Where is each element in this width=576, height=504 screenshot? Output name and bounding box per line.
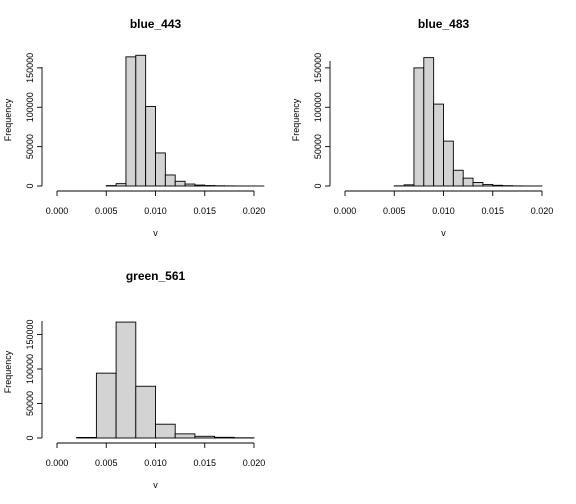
histogram-bar xyxy=(194,184,206,187)
histogram-bar xyxy=(174,433,196,439)
x-tick-label: 0.015 xyxy=(193,458,216,468)
y-tick-label: 50000 xyxy=(25,391,35,416)
histogram-bar xyxy=(145,106,156,187)
x-tick-label: 0.015 xyxy=(193,206,216,216)
histogram-bar xyxy=(194,435,216,439)
x-axis: 0.000 0.005 0.010 0.015 0.020 xyxy=(46,190,266,216)
histogram-bar xyxy=(472,182,484,187)
x-tick-label: 0.000 xyxy=(46,206,69,216)
y-tick-label: 0 xyxy=(313,183,323,188)
x-tick-label: 0.020 xyxy=(243,458,266,468)
x-tick-label: 0.015 xyxy=(481,206,504,216)
histogram-bar xyxy=(492,184,504,187)
histogram-bar xyxy=(443,140,454,187)
y-tick-label: 150000 xyxy=(25,319,35,349)
histogram-bar xyxy=(214,436,235,439)
y-axis-label: Frequency xyxy=(3,98,13,141)
histogram-bar xyxy=(115,183,127,187)
histogram-bar xyxy=(155,423,176,439)
chart-title: green_561 xyxy=(126,269,186,283)
histogram-bar xyxy=(452,169,464,187)
chart-title: blue_483 xyxy=(418,17,470,31)
y-tick-label: 150000 xyxy=(313,53,323,83)
x-tick-label: 0.000 xyxy=(46,458,69,468)
histogram-bar xyxy=(403,184,415,187)
histogram-bar xyxy=(184,183,196,187)
y-tick-label: 50000 xyxy=(313,134,323,159)
y-tick-label: 0 xyxy=(25,435,35,440)
histogram-bar xyxy=(433,103,444,187)
x-axis-label: v xyxy=(441,228,446,238)
y-axis-label: Frequency xyxy=(291,98,301,141)
x-tick-label: 0.005 xyxy=(95,458,118,468)
x-axis: 0.000 0.005 0.010 0.015 0.020 xyxy=(46,442,266,468)
x-tick-label: 0.005 xyxy=(95,206,118,216)
histogram-bar xyxy=(423,57,435,187)
histogram-panel-blue-443: blue_443 0.000 0.005 0.010 0.015 0.020 0 5000… xyxy=(3,17,265,238)
y-tick-label: 150000 xyxy=(25,53,35,83)
histogram-bar xyxy=(115,321,137,439)
x-axis-label: v xyxy=(153,480,158,490)
histogram-bar xyxy=(135,54,147,187)
y-tick-label: 50000 xyxy=(25,134,35,159)
y-axis: 0 50000 100000 150000 xyxy=(313,53,331,189)
y-axis-label: Frequency xyxy=(3,350,13,393)
histogram-bar xyxy=(155,152,166,187)
x-tick-label: 0.020 xyxy=(531,206,554,216)
x-tick-label: 0.020 xyxy=(243,206,266,216)
y-axis: 0 50000 100000 150000 xyxy=(25,319,43,441)
histogram-bars xyxy=(393,57,543,187)
histogram-bar xyxy=(125,56,137,187)
histogram-bar xyxy=(174,180,186,187)
histogram-bar xyxy=(164,174,176,187)
histogram-panel-green-561: green_561 0.000 0.005 0.010 0.015 0.020 0 500… xyxy=(3,269,265,490)
histogram-bar xyxy=(95,372,117,439)
x-axis: 0.000 0.005 0.010 0.015 0.020 xyxy=(334,190,554,216)
x-tick-label: 0.005 xyxy=(383,206,406,216)
x-tick-label: 0.010 xyxy=(432,206,455,216)
y-tick-label: 100000 xyxy=(25,92,35,122)
chart-title: blue_443 xyxy=(130,17,182,31)
histogram-bars xyxy=(105,54,265,187)
histogram-bar xyxy=(482,183,494,187)
x-tick-label: 0.010 xyxy=(144,206,167,216)
x-tick-label: 0.010 xyxy=(144,458,167,468)
x-tick-label: 0.000 xyxy=(334,206,357,216)
histogram-bar xyxy=(462,177,474,187)
x-axis-label: v xyxy=(153,228,158,238)
y-tick-label: 0 xyxy=(25,183,35,188)
histogram-bars xyxy=(76,321,255,439)
histogram-bar xyxy=(76,437,97,439)
y-tick-label: 100000 xyxy=(25,354,35,384)
histogram-panel-blue-483: blue_483 0.000 0.005 0.010 0.015 0.020 0 5000… xyxy=(291,17,553,238)
histogram-bar xyxy=(135,385,156,439)
y-tick-label: 100000 xyxy=(313,92,323,122)
histogram-bar xyxy=(413,67,425,187)
y-axis: 0 50000 100000 150000 xyxy=(25,53,43,189)
